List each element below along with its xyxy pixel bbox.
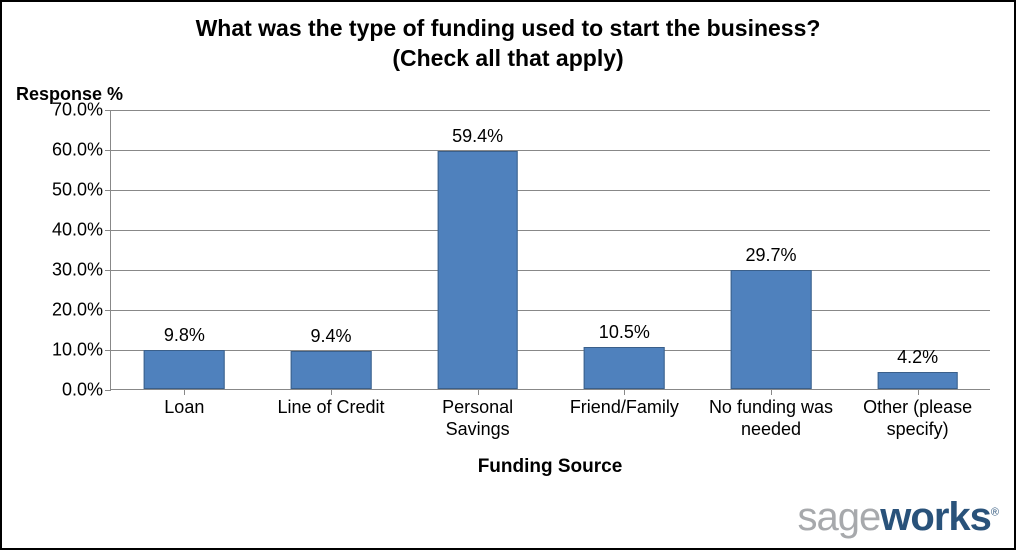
y-tick-label: 30.0% xyxy=(52,260,103,281)
grid-line xyxy=(111,230,990,231)
x-tick-mark xyxy=(184,389,185,395)
y-tick-mark xyxy=(105,350,111,351)
y-tick-mark xyxy=(105,270,111,271)
bar-value-label: 9.8% xyxy=(164,325,205,346)
sageworks-logo: sageworks® xyxy=(798,495,998,540)
logo-part2: works xyxy=(880,495,991,539)
grid-line xyxy=(111,150,990,151)
logo-part1: sage xyxy=(798,495,881,539)
x-tick-mark xyxy=(331,389,332,395)
bar xyxy=(584,347,665,389)
bar xyxy=(877,372,958,389)
y-tick-mark xyxy=(105,150,111,151)
y-tick-label: 20.0% xyxy=(52,300,103,321)
grid-line xyxy=(111,310,990,311)
y-tick-mark xyxy=(105,390,111,391)
y-tick-mark xyxy=(105,110,111,111)
bar-value-label: 29.7% xyxy=(745,245,796,266)
x-tick-label: Personal Savings xyxy=(408,397,548,440)
y-tick-label: 40.0% xyxy=(52,220,103,241)
y-tick-mark xyxy=(105,310,111,311)
bar xyxy=(437,151,518,389)
bar-value-label: 59.4% xyxy=(452,126,503,147)
y-tick-label: 70.0% xyxy=(52,100,103,121)
x-tick-mark xyxy=(918,389,919,395)
y-tick-label: 50.0% xyxy=(52,180,103,201)
x-tick-mark xyxy=(478,389,479,395)
bar-value-label: 4.2% xyxy=(897,347,938,368)
x-tick-label: Line of Credit xyxy=(261,397,401,419)
x-tick-label: Loan xyxy=(114,397,254,419)
y-tick-label: 0.0% xyxy=(62,380,103,401)
bar-chart: What was the type of funding used to sta… xyxy=(2,2,1014,548)
grid-line xyxy=(111,270,990,271)
grid-line xyxy=(111,110,990,111)
y-tick-label: 10.0% xyxy=(52,340,103,361)
x-axis-label: Funding Source xyxy=(110,456,990,478)
x-tick-label: Other (please specify) xyxy=(848,397,988,440)
y-tick-mark xyxy=(105,230,111,231)
logo-registered: ® xyxy=(991,507,998,519)
y-tick-mark xyxy=(105,190,111,191)
x-tick-label: No funding was needed xyxy=(701,397,841,440)
y-tick-label: 60.0% xyxy=(52,140,103,161)
x-tick-mark xyxy=(771,389,772,395)
grid-line xyxy=(111,190,990,191)
x-tick-label: Friend/Family xyxy=(554,397,694,419)
chart-title-line1: What was the type of funding used to sta… xyxy=(196,15,821,41)
chart-title: What was the type of funding used to sta… xyxy=(2,14,1014,74)
bar xyxy=(731,270,812,389)
bar-value-label: 9.4% xyxy=(310,326,351,347)
plot-area: 0.0%10.0%20.0%30.0%40.0%50.0%60.0%70.0%9… xyxy=(110,110,990,390)
bar xyxy=(144,350,225,389)
x-tick-mark xyxy=(624,389,625,395)
bar-value-label: 10.5% xyxy=(599,322,650,343)
chart-title-line2: (Check all that apply) xyxy=(392,45,623,71)
grid-line xyxy=(111,350,990,351)
bar xyxy=(291,351,372,389)
